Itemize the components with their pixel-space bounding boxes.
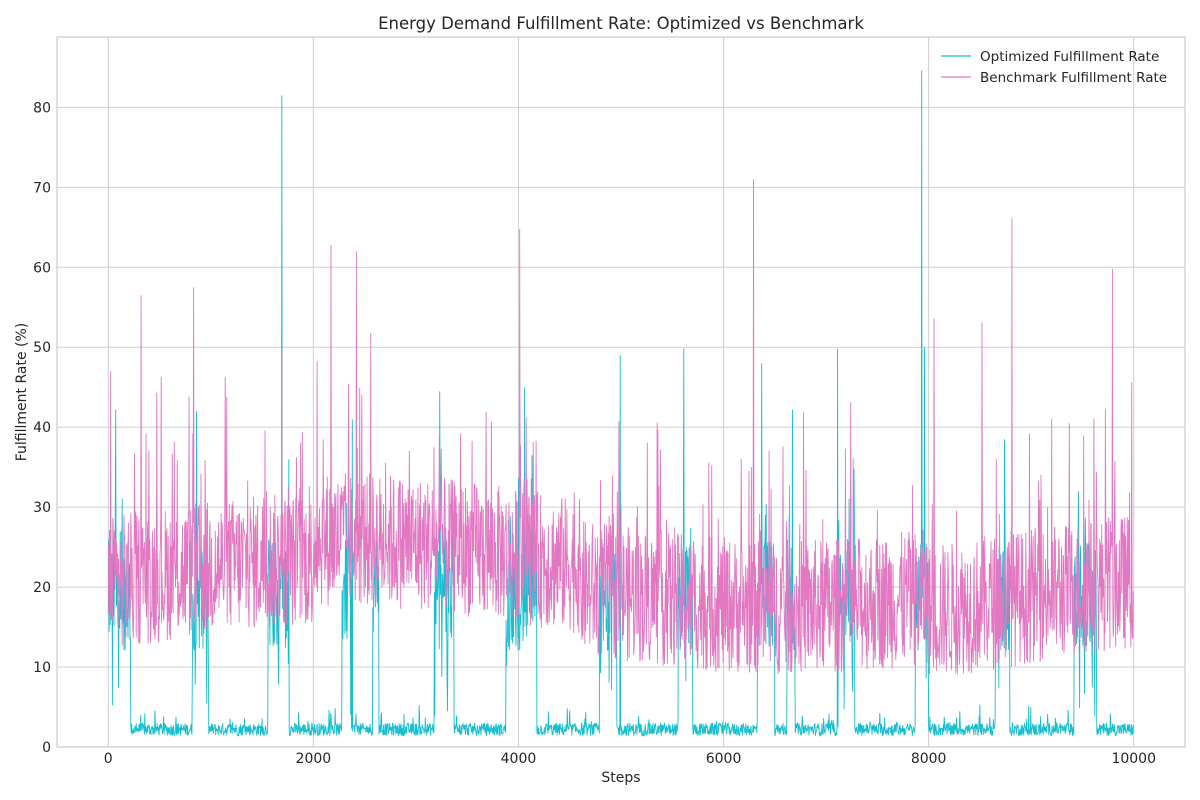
chart-title: Energy Demand Fulfillment Rate: Optimize…	[378, 14, 864, 33]
series-lines	[107, 70, 1134, 738]
x-tick-label: 0	[104, 751, 113, 767]
y-tick-label: 30	[33, 500, 51, 516]
benchmark-series-line	[107, 179, 1134, 675]
y-axis-label: Fulfillment Rate (%)	[14, 323, 30, 462]
legend: Optimized Fulfillment Rate Benchmark Ful…	[941, 49, 1167, 86]
y-tick-label: 20	[33, 580, 51, 596]
x-axis-label: Steps	[601, 770, 640, 786]
legend-label-benchmark: Benchmark Fulfillment Rate	[980, 70, 1167, 86]
x-tick-label: 2000	[296, 751, 332, 767]
y-tick-label: 0	[42, 740, 51, 756]
legend-label-optimized: Optimized Fulfillment Rate	[980, 49, 1159, 65]
y-tick-label: 70	[33, 180, 51, 196]
plot-area-frame	[56, 36, 1186, 748]
grid-lines	[57, 37, 1185, 748]
y-tick-label: 60	[33, 260, 51, 276]
y-tick-label: 50	[33, 340, 51, 356]
x-tick-label: 10000	[1111, 751, 1156, 767]
x-tick-label: 6000	[706, 751, 742, 767]
tick-labels: 0 2000 4000 6000 8000 10000 0 10 20 30 40 50 60 70 80	[33, 100, 1156, 767]
x-tick-label: 8000	[911, 751, 947, 767]
x-tick-label: 4000	[501, 751, 537, 767]
y-tick-label: 40	[33, 420, 51, 436]
y-tick-label: 10	[33, 660, 51, 676]
y-tick-label: 80	[33, 100, 51, 116]
